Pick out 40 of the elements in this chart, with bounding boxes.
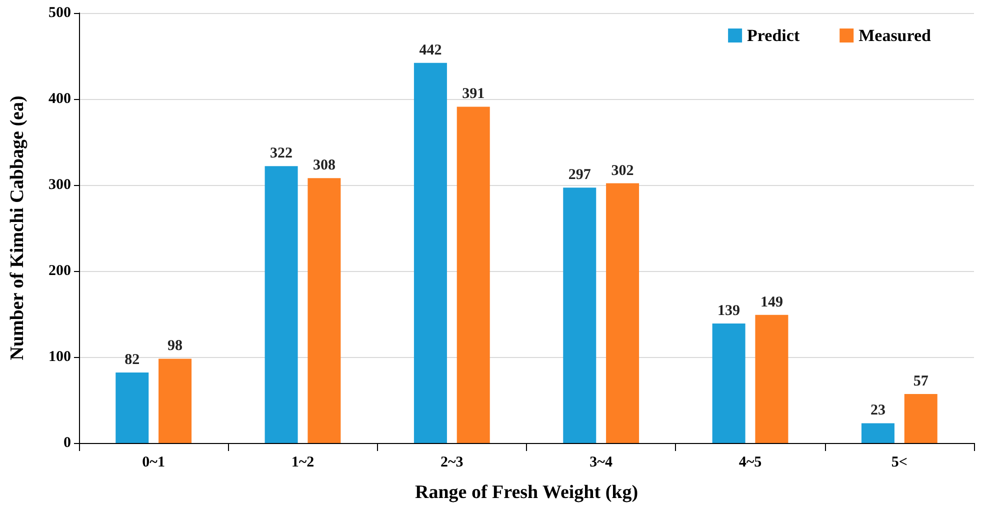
bar (755, 314, 788, 443)
x-tick-label: 2~3 (440, 454, 464, 470)
x-tick-label: 3~4 (590, 454, 613, 470)
data-label: 322 (270, 146, 293, 162)
data-label: 302 (611, 162, 634, 179)
data-label: 297 (568, 167, 592, 184)
x-axis-title: Range of Fresh Weight (kg) (414, 482, 638, 503)
bar (861, 423, 894, 443)
y-tick-label: 500 (48, 5, 71, 21)
y-tick-label: 200 (48, 263, 71, 279)
bar (264, 166, 298, 443)
bar (456, 106, 490, 443)
legend-label: Predict (747, 26, 800, 45)
x-tick-label: 4~5 (738, 454, 762, 470)
bar (563, 188, 596, 443)
data-label: 23 (870, 402, 886, 419)
data-label: 57 (913, 373, 929, 390)
y-tick-label: 0 (64, 435, 71, 451)
x-tick-label: 1~2 (291, 454, 314, 470)
data-label: 149 (760, 294, 783, 310)
y-tick-label: 400 (48, 91, 71, 107)
data-label: 391 (462, 86, 485, 102)
data-label: 308 (312, 158, 336, 174)
data-label: 442 (419, 42, 442, 58)
bar (158, 358, 192, 443)
bar (904, 394, 938, 443)
bar (712, 323, 746, 443)
x-tick-label: 5< (891, 454, 908, 470)
y-tick-label: 100 (48, 349, 71, 365)
data-label: 98 (168, 338, 183, 354)
legend-label: Measured (858, 26, 932, 45)
bar (308, 178, 341, 443)
bar (116, 372, 149, 443)
bar (414, 62, 447, 443)
bar (606, 183, 640, 443)
y-tick-label: 300 (48, 177, 71, 193)
x-tick-label: 0~1 (142, 454, 165, 470)
data-label: 139 (718, 302, 740, 319)
y-axis-title: Number of Kimchi Cabbage (ea) (7, 96, 28, 360)
data-label: 82 (124, 352, 140, 368)
